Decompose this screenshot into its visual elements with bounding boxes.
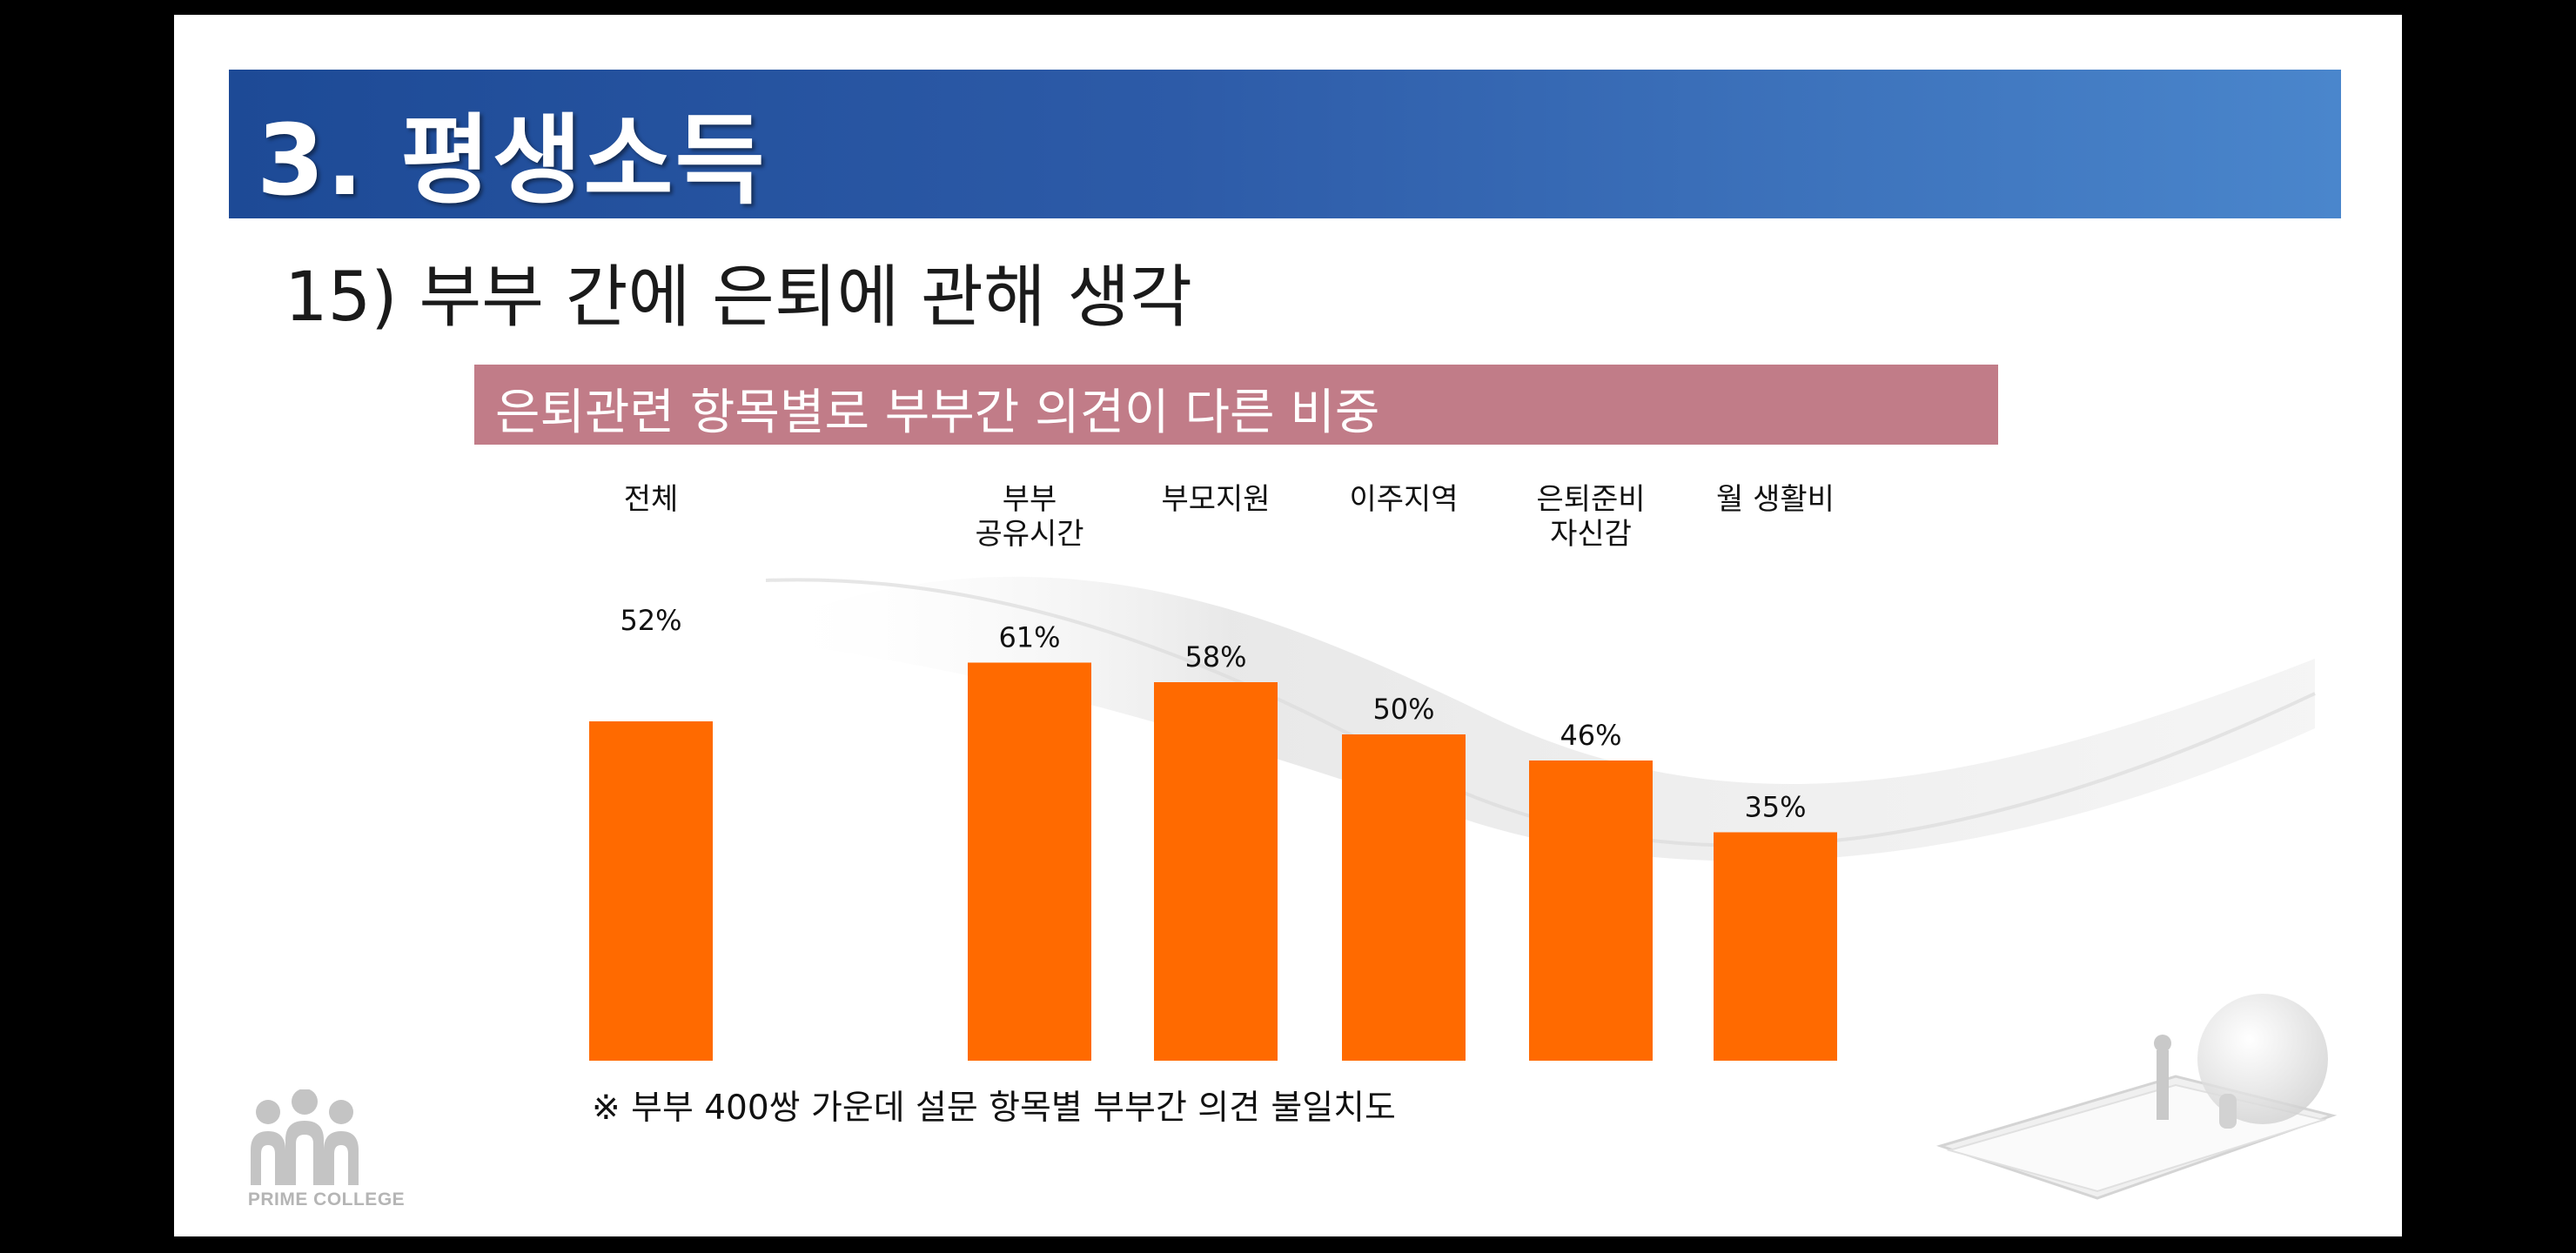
footnote: ※ 부부 400쌍 가운데 설문 항목별 부부간 의견 불일치도 xyxy=(592,1089,1396,1128)
book-globe-illustration xyxy=(1936,994,2338,1200)
slide: 3. 평생소득 15) 부부 간에 은퇴에 관해 생각 은퇴관련 항목별로 부부… xyxy=(174,15,2402,1236)
category-label-1-0: 부부 xyxy=(1003,482,1057,517)
category-label-2: 부모지원 xyxy=(1161,482,1270,517)
bar-2 xyxy=(1154,682,1278,1061)
people-logo-icon xyxy=(251,1089,359,1185)
slide-subtitle: 15) 부부 간에 은퇴에 관해 생각 xyxy=(285,258,1193,337)
title-bar: 3. 평생소득 xyxy=(229,70,2341,218)
category-label-4-0: 은퇴준비 xyxy=(1536,482,1645,517)
category-label-1-1: 공유시간 xyxy=(975,517,1083,552)
prime-college-logo: PRIME COLLEGE xyxy=(235,1089,426,1220)
bar-1 xyxy=(968,662,1091,1061)
category-label-4-1: 자신감 xyxy=(1550,517,1632,552)
value-label-3: 50% xyxy=(1372,693,1434,726)
value-label-4: 46% xyxy=(1560,719,1621,752)
bar-3 xyxy=(1342,734,1466,1061)
chart-title-banner: 은퇴관련 항목별로 부부간 의견이 다른 비중 xyxy=(474,365,1998,445)
category-label-3: 이주지역 xyxy=(1349,482,1458,517)
chart-title: 은퇴관련 항목별로 부부간 의견이 다른 비중 xyxy=(495,385,1380,441)
logo-text: PRIME COLLEGE xyxy=(247,1189,406,1209)
slide-title: 3. 평생소득 xyxy=(257,104,767,218)
value-label-2: 58% xyxy=(1184,640,1246,673)
bar-0 xyxy=(589,721,713,1061)
category-label-0: 전체 xyxy=(624,482,679,517)
value-label-5: 35% xyxy=(1744,791,1806,824)
value-label-1: 61% xyxy=(998,621,1060,654)
value-label-0: 52% xyxy=(620,604,681,637)
bar-4 xyxy=(1529,761,1653,1061)
bar-5 xyxy=(1714,832,1837,1061)
category-label-5: 월 생활비 xyxy=(1716,482,1835,517)
